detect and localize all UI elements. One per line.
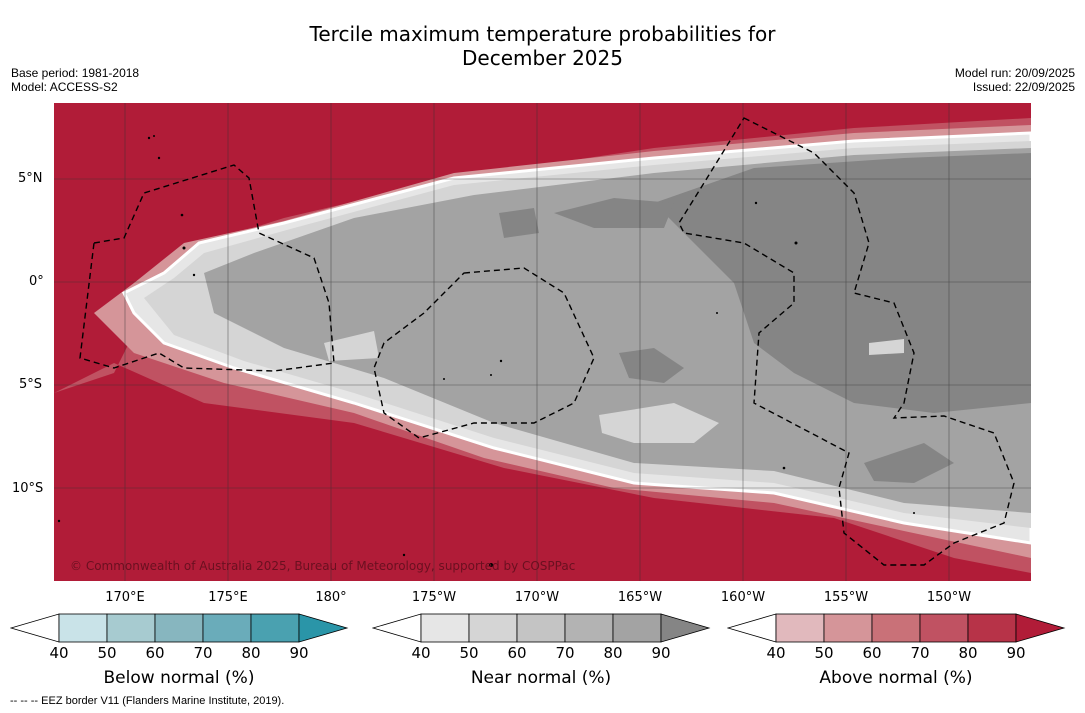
colorbar-tick-label: 70: [910, 644, 929, 662]
colorbar-segment: [871, 613, 921, 643]
colorbar-tick-label: 80: [958, 644, 977, 662]
model-run: Model run: 20/09/2025: [954, 66, 1075, 80]
colorbar-segment: [564, 613, 614, 643]
meta-left: Base period: 1981-2018 Model: ACCESS-S2: [11, 66, 139, 94]
colorbar-tick-label: 50: [97, 644, 116, 662]
colorbar-extend-low: [727, 613, 777, 643]
lon-label-160w: 160°W: [720, 590, 766, 605]
colorbar-tick-label: 40: [49, 644, 68, 662]
colorbar-segment: [420, 613, 470, 643]
colorbar-extend-low: [10, 613, 60, 643]
colorbar-extend-high: [298, 613, 349, 643]
colorbar-above-segments: 40 50 60 70 80 90: [727, 613, 1066, 662]
lon-label-180: 180°: [315, 590, 347, 605]
colorbar-segment: [106, 613, 156, 643]
near-light-patch-2: [324, 331, 379, 361]
copyright-notice: © Commonwealth of Australia 2025, Bureau…: [70, 559, 576, 573]
colorbar-below-title: Below normal (%): [103, 668, 255, 688]
grid-lines: [54, 103, 1031, 581]
colorbar-tick-label: 70: [193, 644, 212, 662]
lat-label-10s: 10°S: [12, 481, 44, 496]
colorbar-tick-label: 50: [459, 644, 478, 662]
lon-label-150w: 150°W: [926, 590, 972, 605]
colorbar-segment: [612, 613, 662, 643]
title-line-2: December 2025: [462, 46, 623, 70]
near-dark-patch-2: [619, 348, 684, 383]
near-light-patch-1: [599, 403, 719, 443]
base-period: Base period: 1981-2018: [11, 66, 140, 80]
issued-date: Issued: 22/09/2025: [972, 80, 1075, 94]
colorbar-segment: [516, 613, 566, 643]
colorbar-extend-high: [660, 613, 711, 643]
meta-right: Model run: 20/09/2025 Issued: 22/09/2025: [955, 66, 1075, 94]
colorbar-segment: [250, 613, 300, 643]
lat-label-5s: 5°S: [19, 377, 43, 392]
colorbar-above: 40 50 60 70 80 90: [727, 613, 1066, 662]
colorbar-segment: [967, 613, 1017, 643]
eez-footnote: -- -- -- EEZ border V11 (Flanders Marine…: [10, 695, 285, 707]
lon-label-170e: 170°E: [105, 590, 145, 605]
colorbar-near-segments: 40 50 60 70 80 90: [372, 613, 711, 662]
colorbar-segment: [775, 613, 825, 643]
near-light-patch-3: [869, 339, 904, 355]
colorbar-above-title: Above normal (%): [819, 668, 973, 688]
colorbar-tick-label: 70: [555, 644, 574, 662]
colorbar-below-segments: 40 50 60 70 80 90: [10, 613, 349, 662]
colorbar-tick-label: 80: [241, 644, 260, 662]
colorbar-segment: [919, 613, 969, 643]
colorbar-tick-label: 90: [651, 644, 670, 662]
colorbar-near: 40 50 60 70 80 90: [372, 613, 711, 662]
colorbar-tick-label: 40: [766, 644, 785, 662]
lon-label-165w: 165°W: [617, 590, 663, 605]
colorbar-tick-label: 40: [411, 644, 430, 662]
title-line-1: Tercile maximum temperature probabilitie…: [309, 22, 776, 46]
colorbar-segment: [468, 613, 518, 643]
colorbar-tick-label: 60: [862, 644, 881, 662]
lon-label-155w: 155°W: [823, 590, 869, 605]
probability-map: [54, 103, 1031, 581]
colorbar-extend-low: [372, 613, 422, 643]
lat-label-5n: 5°N: [18, 171, 43, 186]
colorbar-near-title: Near normal (%): [470, 668, 612, 688]
colorbar-tick-label: 90: [1006, 644, 1025, 662]
near-dark-patch-1: [554, 198, 674, 228]
islands: [57, 135, 915, 567]
near-dark-patch-east: [654, 153, 1031, 413]
lon-label-175e: 175°E: [208, 590, 248, 605]
lat-label-0: 0°: [29, 274, 44, 289]
model-name: Model: ACCESS-S2: [11, 80, 118, 94]
lon-label-170w: 170°W: [514, 590, 560, 605]
colorbar-tick-label: 60: [507, 644, 526, 662]
colorbar-tick-label: 80: [603, 644, 622, 662]
map-title: Tercile maximum temperature probabilitie…: [0, 22, 1085, 70]
colorbar-segment: [58, 613, 108, 643]
colorbar-tick-label: 60: [145, 644, 164, 662]
colorbar-below: 40 50 60 70 80 90: [10, 613, 349, 662]
lon-label-175w: 175°W: [411, 590, 457, 605]
colorbar-segment: [154, 613, 204, 643]
colorbar-segment: [823, 613, 873, 643]
near-dark-patch-3: [499, 208, 539, 238]
near-dark-patch-4: [864, 443, 954, 483]
eez-borders: [79, 117, 1015, 566]
colorbar-segment: [202, 613, 252, 643]
colorbar-extend-high: [1015, 613, 1066, 643]
colorbar-tick-label: 90: [289, 644, 308, 662]
colorbar-tick-label: 50: [814, 644, 833, 662]
